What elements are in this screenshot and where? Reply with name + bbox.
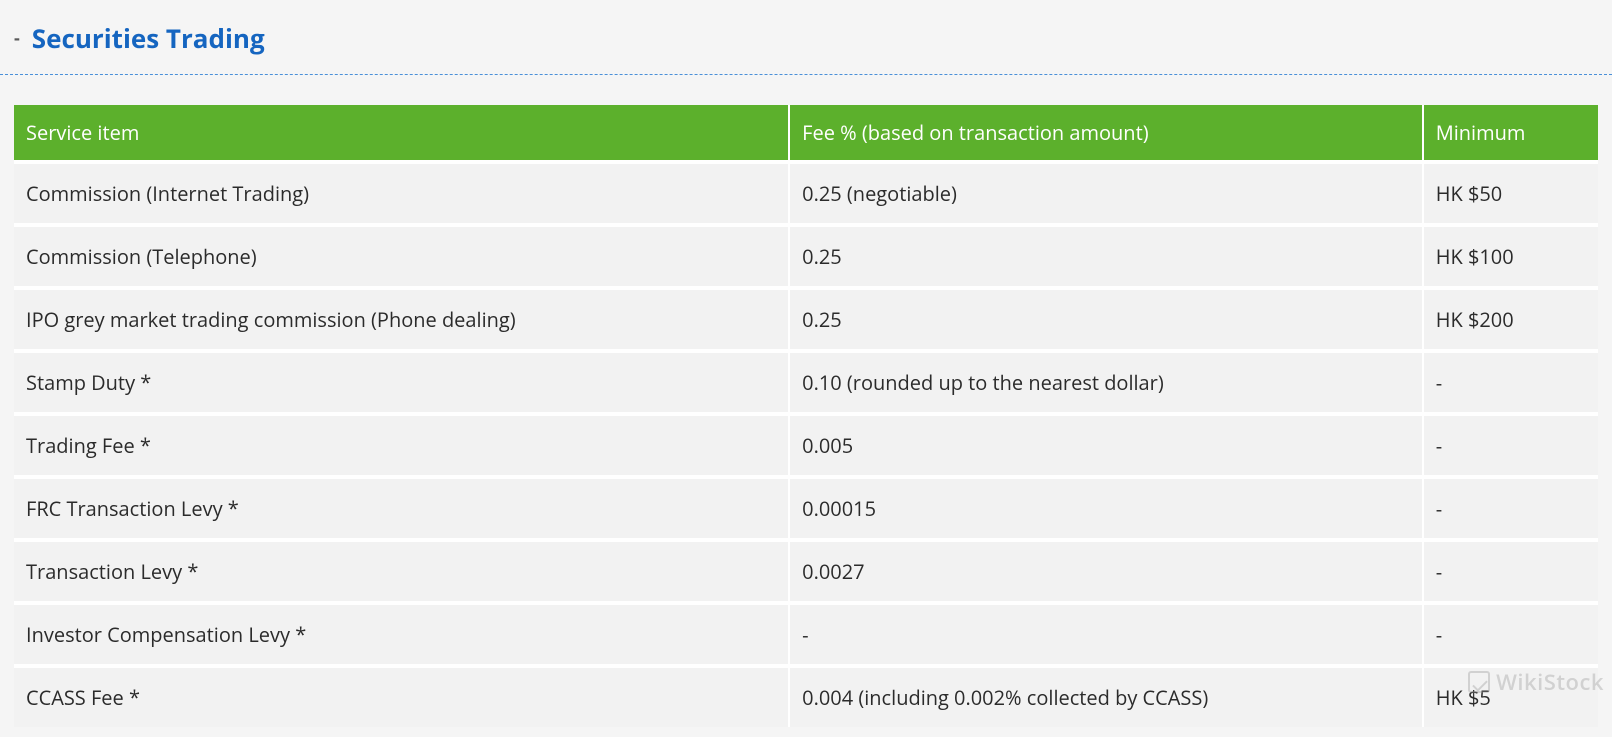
collapse-icon[interactable]: - bbox=[14, 29, 20, 47]
cell-service: Commission (Internet Trading) bbox=[14, 160, 790, 223]
cell-service: IPO grey market trading commission (Phon… bbox=[14, 286, 790, 349]
cell-service: Investor Compensation Levy * bbox=[14, 601, 790, 664]
section-title: Securities Trading bbox=[32, 20, 265, 56]
table-header-row: Service item Fee % (based on transaction… bbox=[14, 105, 1598, 160]
cell-min: - bbox=[1424, 349, 1598, 412]
table-row: Commission (Telephone)0.25HK $100 bbox=[14, 223, 1598, 286]
table-row: Stamp Duty *0.10 (rounded up to the near… bbox=[14, 349, 1598, 412]
cell-fee: 0.005 bbox=[790, 412, 1424, 475]
table-row: Investor Compensation Levy *-- bbox=[14, 601, 1598, 664]
cell-min: HK $100 bbox=[1424, 223, 1598, 286]
cell-service: FRC Transaction Levy * bbox=[14, 475, 790, 538]
cell-fee: 0.0027 bbox=[790, 538, 1424, 601]
table-row: Trading Fee *0.005- bbox=[14, 412, 1598, 475]
section-header[interactable]: - Securities Trading bbox=[0, 0, 1612, 75]
col-header-min: Minimum bbox=[1424, 105, 1598, 160]
table-row: CCASS Fee *0.004 (including 0.002% colle… bbox=[14, 664, 1598, 727]
table-row: Transaction Levy *0.0027- bbox=[14, 538, 1598, 601]
cell-min: HK $200 bbox=[1424, 286, 1598, 349]
cell-fee: 0.25 (negotiable) bbox=[790, 160, 1424, 223]
cell-min: HK $50 bbox=[1424, 160, 1598, 223]
col-header-service: Service item bbox=[14, 105, 790, 160]
cell-fee: - bbox=[790, 601, 1424, 664]
cell-service: Commission (Telephone) bbox=[14, 223, 790, 286]
fees-table: Service item Fee % (based on transaction… bbox=[14, 105, 1598, 727]
cell-service: Transaction Levy * bbox=[14, 538, 790, 601]
cell-min: - bbox=[1424, 412, 1598, 475]
col-header-fee: Fee % (based on transaction amount) bbox=[790, 105, 1424, 160]
cell-min: - bbox=[1424, 538, 1598, 601]
cell-fee: 0.004 (including 0.002% collected by CCA… bbox=[790, 664, 1424, 727]
table-row: IPO grey market trading commission (Phon… bbox=[14, 286, 1598, 349]
cell-fee: 0.10 (rounded up to the nearest dollar) bbox=[790, 349, 1424, 412]
cell-service: CCASS Fee * bbox=[14, 664, 790, 727]
fees-table-container: Service item Fee % (based on transaction… bbox=[0, 75, 1612, 737]
cell-service: Trading Fee * bbox=[14, 412, 790, 475]
table-row: Commission (Internet Trading)0.25 (negot… bbox=[14, 160, 1598, 223]
cell-min: - bbox=[1424, 475, 1598, 538]
cell-fee: 0.00015 bbox=[790, 475, 1424, 538]
cell-fee: 0.25 bbox=[790, 286, 1424, 349]
table-row: FRC Transaction Levy *0.00015- bbox=[14, 475, 1598, 538]
cell-fee: 0.25 bbox=[790, 223, 1424, 286]
cell-min: - bbox=[1424, 601, 1598, 664]
cell-service: Stamp Duty * bbox=[14, 349, 790, 412]
cell-min: HK $5 bbox=[1424, 664, 1598, 727]
